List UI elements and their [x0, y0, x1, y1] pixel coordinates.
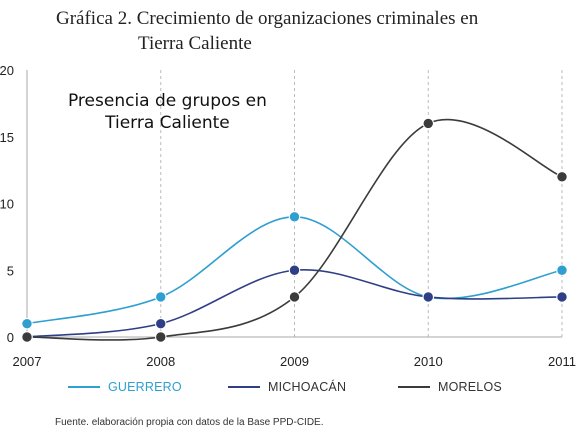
legend-label-michoacan: MICHOACÁN — [268, 380, 347, 394]
legend-item-guerrero: GUERRERO — [68, 380, 182, 394]
point-morelos-2011 — [556, 171, 568, 183]
x-tick-label-2010: 2010 — [414, 354, 443, 369]
point-morelos-2009 — [288, 291, 301, 303]
legend-item-michoacan: MICHOACÁN — [228, 380, 346, 394]
series-line-morelos — [26, 118, 563, 341]
point-michoacan-2010 — [422, 291, 434, 303]
x-tick-label-2007: 2007 — [13, 354, 42, 369]
chart-title: Gráfica 2. Crecimiento de organizaciones… — [56, 6, 556, 56]
y-tick-label-10: 10 — [0, 197, 14, 212]
point-morelos-2007 — [21, 331, 33, 343]
legend-item-morelos: MORELOS — [398, 380, 502, 394]
annotation-line-2: Tierra Caliente — [104, 113, 230, 133]
legend-swatch-morelos — [398, 386, 430, 388]
x-tick-label-2009: 2009 — [280, 354, 309, 369]
series-line-michoacan — [26, 268, 563, 338]
point-michoacan-2008 — [155, 317, 167, 330]
point-morelos-2008 — [155, 331, 167, 343]
x-tick-label-2008: 2008 — [146, 354, 175, 369]
point-michoacan-2009 — [288, 264, 301, 276]
y-tick-label-15: 15 — [0, 130, 14, 145]
point-michoacan-2011 — [556, 291, 568, 303]
point-guerrero-2011 — [556, 264, 568, 276]
source-note: Fuente. elaboración propia con datos de … — [55, 417, 324, 428]
x-tick-label-2011: 2011 — [548, 354, 576, 369]
point-morelos-2010 — [422, 117, 434, 130]
legend-label-guerrero: GUERRERO — [108, 380, 182, 394]
tick-labels: 0 5 10 15 20 2007 2008 2009 2010 2011 — [0, 63, 576, 369]
legend-label-morelos: MORELOS — [438, 380, 502, 394]
point-guerrero-2007 — [21, 317, 33, 330]
y-tick-label-20: 20 — [0, 63, 14, 78]
y-tick-label-0: 0 — [7, 330, 14, 345]
y-tick-label-5: 5 — [7, 263, 14, 278]
axes — [26, 70, 562, 338]
chart-title-line-2: Tierra Caliente — [138, 33, 252, 54]
point-guerrero-2009 — [288, 211, 301, 223]
legend-swatch-michoacan — [228, 386, 260, 388]
annotation-line-1: Presencia de grupos en — [68, 91, 267, 111]
point-guerrero-2008 — [155, 291, 167, 303]
series-points — [21, 117, 568, 343]
chart-title-line-1: Gráfica 2. Crecimiento de organizaciones… — [56, 8, 479, 29]
legend-swatch-guerrero — [68, 386, 100, 388]
